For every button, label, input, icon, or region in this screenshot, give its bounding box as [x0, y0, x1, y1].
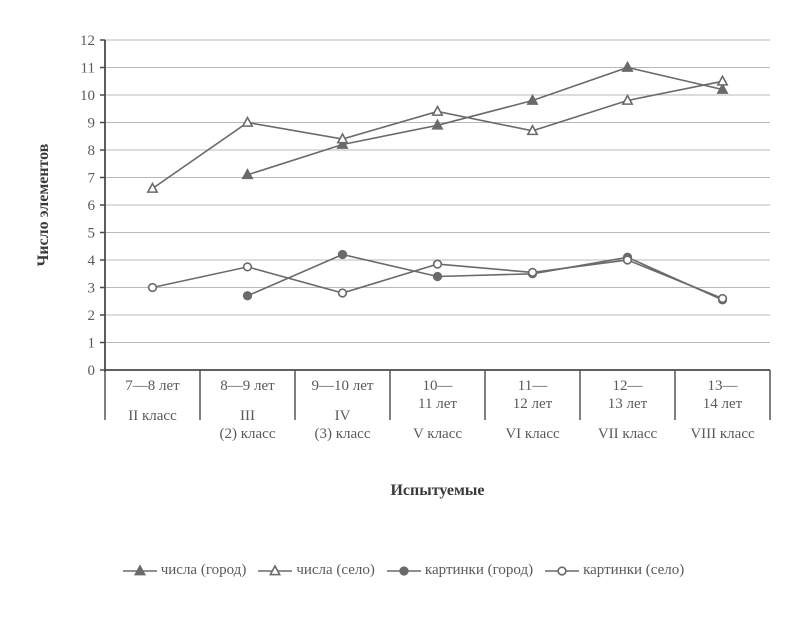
- svg-text:III: III: [240, 408, 255, 424]
- legend-label: числа (село): [296, 562, 375, 579]
- legend: числа (город) числа (село) картинки (город…: [20, 562, 787, 579]
- svg-text:11—: 11—: [518, 378, 548, 394]
- legend-item-pictures-city: картинки (город): [387, 562, 533, 579]
- svg-text:9: 9: [88, 116, 96, 132]
- svg-text:10: 10: [80, 88, 95, 104]
- svg-text:5: 5: [88, 226, 96, 242]
- svg-text:II класс: II класс: [128, 408, 177, 424]
- legend-label: числа (город): [161, 562, 247, 579]
- svg-text:Испытуемые: Испытуемые: [390, 482, 484, 499]
- svg-text:8: 8: [88, 143, 96, 159]
- line-chart: 01234567891011127—8 летII класс8—9 летII…: [20, 20, 787, 560]
- svg-text:VII класс: VII класс: [598, 426, 658, 442]
- svg-text:6: 6: [88, 198, 96, 214]
- legend-item-numbers-city: числа (город): [123, 562, 247, 579]
- svg-text:(3) класс: (3) класс: [315, 426, 371, 442]
- svg-text:4: 4: [88, 253, 96, 269]
- svg-text:Число элементов: Число элементов: [35, 143, 52, 266]
- svg-text:9—10 лет: 9—10 лет: [312, 378, 374, 394]
- svg-text:1: 1: [88, 336, 96, 352]
- svg-text:12: 12: [80, 33, 95, 49]
- svg-text:2: 2: [88, 308, 96, 324]
- svg-text:13 лет: 13 лет: [608, 396, 648, 412]
- legend-item-numbers-village: числа (село): [258, 562, 375, 579]
- svg-text:12 лет: 12 лет: [513, 396, 553, 412]
- svg-text:11 лет: 11 лет: [418, 396, 457, 412]
- chart-container: 01234567891011127—8 летII класс8—9 летII…: [20, 20, 787, 605]
- svg-text:11: 11: [81, 61, 95, 77]
- svg-text:V класс: V класс: [413, 426, 462, 442]
- legend-label: картинки (город): [425, 562, 533, 579]
- svg-text:13—: 13—: [708, 378, 739, 394]
- svg-text:VI класс: VI класс: [505, 426, 560, 442]
- svg-text:IV: IV: [335, 408, 351, 424]
- svg-text:7: 7: [88, 171, 96, 187]
- legend-item-pictures-village: картинки (село): [545, 562, 684, 579]
- svg-text:12—: 12—: [613, 378, 644, 394]
- svg-text:8—9 лет: 8—9 лет: [220, 378, 275, 394]
- svg-text:10—: 10—: [423, 378, 454, 394]
- svg-text:14 лет: 14 лет: [703, 396, 743, 412]
- svg-text:3: 3: [88, 281, 96, 297]
- svg-text:0: 0: [88, 363, 96, 379]
- svg-text:(2) класс: (2) класс: [220, 426, 276, 442]
- svg-text:VIII класс: VIII класс: [690, 426, 755, 442]
- legend-label: картинки (село): [583, 562, 684, 579]
- svg-text:7—8 лет: 7—8 лет: [125, 378, 180, 394]
